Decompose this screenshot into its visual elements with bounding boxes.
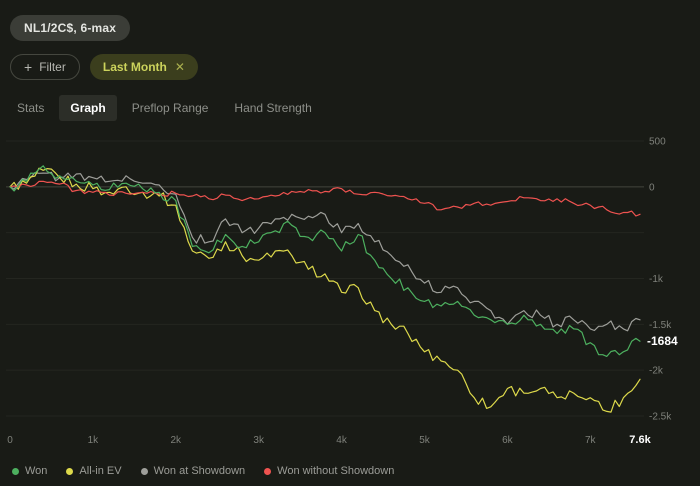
filter-row: + Filter Last Month ✕ bbox=[0, 41, 700, 80]
x-axis-label: 4k bbox=[336, 435, 348, 446]
tab-preflop-range[interactable]: Preflop Range bbox=[131, 101, 209, 115]
x-axis-label: 5k bbox=[419, 435, 431, 446]
legend-label: Won at Showdown bbox=[153, 465, 246, 477]
legend-dot bbox=[66, 467, 74, 475]
series-line-all-in-ev bbox=[9, 167, 641, 413]
legend-item-won-without-showdown[interactable]: Won without Showdown bbox=[264, 465, 394, 477]
filter-chip-last-month[interactable]: Last Month ✕ bbox=[89, 54, 198, 80]
chart-area: 500 0 -1k -1.5k -2k -2.5k 0 1k 2k 3k 4k 5k 6k 7k 7.6k -… bbox=[0, 125, 700, 460]
y-axis-label: -1.5k bbox=[649, 320, 672, 331]
table-stakes-badge[interactable]: NL1/2C$, 6-max bbox=[10, 15, 131, 41]
current-value-label: -1684 bbox=[647, 334, 678, 348]
filter-button[interactable]: + Filter bbox=[10, 54, 80, 80]
tab-graph[interactable]: Graph bbox=[59, 95, 117, 121]
y-axis-label: 500 bbox=[649, 137, 666, 148]
profit-chart[interactable]: 500 0 -1k -1.5k -2k -2.5k 0 1k 2k 3k 4k 5k 6k 7k 7.6k -… bbox=[0, 125, 700, 460]
legend-label: Won without Showdown bbox=[277, 465, 395, 477]
tab-stats[interactable]: Stats bbox=[17, 101, 45, 115]
filter-button-label: Filter bbox=[39, 60, 66, 74]
y-axis-label: -2.5k bbox=[649, 412, 672, 423]
x-axis-label: 3k bbox=[253, 435, 265, 446]
legend-dot bbox=[140, 467, 148, 475]
y-axis-label: -1k bbox=[649, 274, 664, 285]
chart-legend: Won All-in EV Won at Showdown Won without S… bbox=[12, 465, 394, 477]
y-axis-label: -2k bbox=[649, 366, 664, 377]
legend-dot bbox=[12, 467, 19, 475]
tabs: Stats Graph Preflop Range Hand Strength bbox=[0, 80, 700, 121]
series-line-won-at-showdown bbox=[9, 171, 641, 332]
x-axis-label: 1k bbox=[88, 435, 100, 446]
x-axis-label: 0 bbox=[7, 435, 13, 446]
plus-icon: + bbox=[24, 59, 33, 75]
header-row: NL1/2C$, 6-max bbox=[0, 0, 700, 41]
series-line-won bbox=[9, 165, 641, 357]
close-icon[interactable]: ✕ bbox=[174, 60, 185, 74]
legend-label: Won bbox=[25, 465, 48, 477]
x-axis-label: 7k bbox=[585, 435, 597, 446]
y-axis-label: 0 bbox=[649, 182, 655, 193]
legend-label: All-in EV bbox=[79, 465, 122, 477]
legend-item-all-in-ev[interactable]: All-in EV bbox=[66, 465, 122, 477]
filter-chip-label: Last Month bbox=[102, 60, 167, 74]
x-axis-label: 2k bbox=[171, 435, 183, 446]
legend-item-won-at-showdown[interactable]: Won at Showdown bbox=[140, 465, 246, 477]
tab-hand-strength[interactable]: Hand Strength bbox=[234, 101, 312, 115]
legend-item-won[interactable]: Won bbox=[12, 465, 47, 477]
legend-dot bbox=[264, 467, 272, 475]
x-axis-label: 6k bbox=[502, 435, 514, 446]
x-axis-current-label: 7.6k bbox=[629, 434, 651, 446]
series-line-won-without-showdown bbox=[9, 180, 641, 217]
